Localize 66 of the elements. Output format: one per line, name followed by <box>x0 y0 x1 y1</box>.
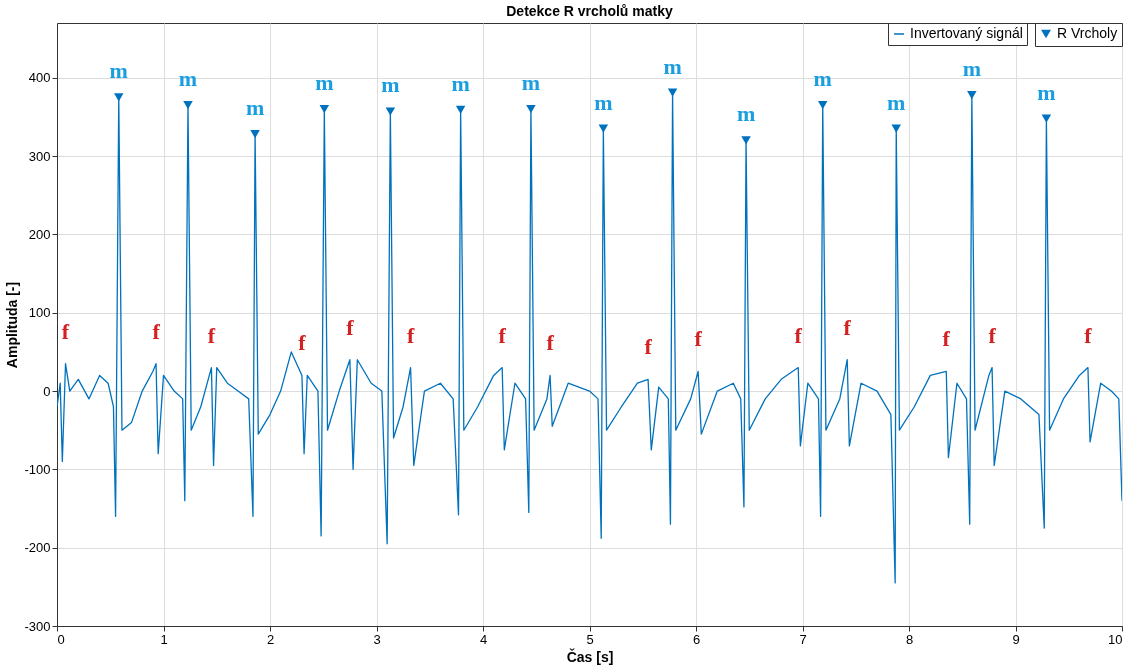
annotation: m <box>962 56 981 82</box>
point <box>114 93 124 102</box>
y-tick-label: -100 <box>24 461 51 477</box>
point <box>319 105 330 114</box>
y-tick-label: 100 <box>28 305 51 321</box>
annotation: f <box>694 326 703 352</box>
y-tick-label: -300 <box>24 618 51 634</box>
y-tick-label: 300 <box>28 148 51 164</box>
annotation: f <box>207 322 216 348</box>
x-tick-label: 7 <box>799 631 807 647</box>
x-tick-label: 10 <box>1108 631 1123 647</box>
point <box>1041 114 1052 123</box>
y-axis-title: Amplituda [-] <box>4 281 21 369</box>
annotation: f <box>152 318 161 344</box>
annotation: f <box>406 322 415 348</box>
annotation: m <box>245 95 265 121</box>
point <box>598 124 609 133</box>
x-tick-label: 4 <box>479 631 488 647</box>
point <box>250 130 260 139</box>
annotation: f <box>644 334 653 360</box>
annotation: f <box>988 322 997 348</box>
annotation: f <box>61 318 70 344</box>
annotation: f <box>1084 322 1093 348</box>
annotation: m <box>109 58 128 84</box>
x-tick-label: 9 <box>1012 631 1020 647</box>
x-axis-title: Čas [s] <box>566 647 614 665</box>
annotation: m <box>1037 79 1056 105</box>
y-tick-label: 0 <box>43 383 51 399</box>
annotation: m <box>451 70 470 96</box>
annotation: f <box>298 330 307 356</box>
annotation: f <box>546 330 555 356</box>
point <box>385 107 396 116</box>
annotation: f <box>942 326 951 352</box>
point <box>667 88 678 97</box>
point <box>891 124 901 133</box>
x-tick-label: 2 <box>266 631 275 647</box>
annotation: m <box>736 101 756 127</box>
y-tick-label: 400 <box>28 70 51 86</box>
x-tick-label: 1 <box>160 631 168 647</box>
point <box>183 101 193 110</box>
legend-label: Invertovaný signál <box>910 25 1023 41</box>
annotation: m <box>381 72 400 98</box>
y-tick-label: -200 <box>24 540 51 556</box>
annotation: m <box>887 89 906 115</box>
point <box>741 136 751 145</box>
annotation: m <box>178 66 198 92</box>
point <box>967 90 977 100</box>
annotation: m <box>594 89 613 115</box>
point <box>526 105 536 114</box>
annotation: m <box>521 70 541 96</box>
point <box>817 101 828 110</box>
x-tick-label: 6 <box>692 631 701 647</box>
annotation: m <box>663 53 682 79</box>
legend-label: R Vrcholy <box>1057 25 1118 41</box>
annotation: m <box>315 70 334 96</box>
y-tick-label: 200 <box>28 226 51 242</box>
annotation: f <box>346 314 355 340</box>
x-tick-label: 3 <box>373 631 381 647</box>
x-tick-label: 0 <box>57 631 65 647</box>
annotation: m <box>813 66 832 92</box>
annotation: f <box>843 314 852 340</box>
annotation: f <box>498 322 507 348</box>
chart-title: Detekce R vrcholů matky <box>506 3 673 19</box>
annotation: f <box>794 322 803 348</box>
x-tick-label: 8 <box>905 631 914 647</box>
x-tick-label: 5 <box>586 631 594 647</box>
